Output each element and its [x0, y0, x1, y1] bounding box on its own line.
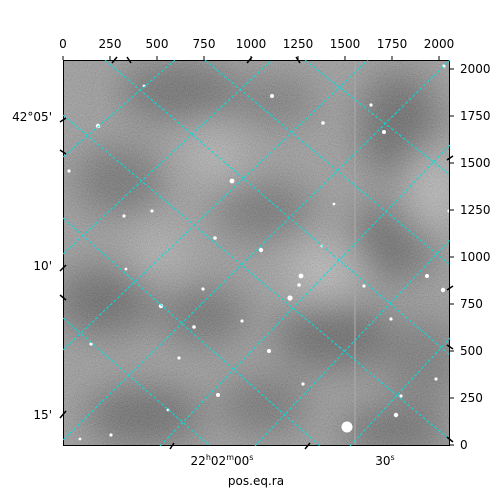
top-tick-label: 2000: [424, 37, 455, 51]
top-tick-label: 1250: [283, 37, 314, 51]
dec-tick: [59, 149, 67, 155]
top-tick-label: 750: [193, 37, 216, 51]
grid-line: [62, 59, 273, 255]
right-tick-label: 1750: [460, 109, 491, 123]
ra-tick-label: 22h02m00s: [191, 453, 254, 468]
dec-tick-label: 15': [33, 408, 52, 422]
ra-tick: [169, 442, 175, 450]
grid-line: [62, 317, 211, 447]
dec-tick: [446, 436, 454, 443]
grid-line: [159, 144, 451, 447]
right-tick-label: 1250: [460, 203, 491, 217]
dec-tick-label: 42°05': [12, 110, 52, 124]
world-ticks: [59, 56, 454, 450]
right-tick-label: 500: [460, 344, 483, 358]
ra-tick-label: 30s: [375, 453, 394, 468]
ra-tick: [126, 56, 132, 64]
image-panel: [63, 60, 450, 446]
dec-tick: [59, 117, 67, 123]
grid-line: [104, 59, 451, 356]
grid-line: [204, 59, 451, 266]
top-tick-label: 1500: [330, 37, 361, 51]
dec-axis-labels: 42°05' 10' 15': [12, 110, 52, 422]
grid-line: [254, 239, 451, 447]
top-tick-label: 250: [99, 37, 122, 51]
x-axis-title: pos.eq.ra: [227, 474, 285, 488]
right-tick-label: 1000: [460, 250, 491, 264]
dec-tick: [59, 410, 67, 419]
grid-line: [62, 217, 321, 447]
grid-line: [62, 59, 369, 351]
grid-line: [349, 337, 451, 447]
dec-tick: [59, 294, 67, 301]
right-tick-label: 0: [460, 438, 468, 452]
right-tick-label: 250: [460, 391, 483, 405]
grid-line: [304, 59, 451, 176]
dec-tick: [446, 344, 454, 350]
top-tick-label: 1750: [377, 37, 408, 51]
right-axis-ticks: [450, 68, 454, 446]
ra-tick: [246, 56, 253, 64]
right-tick-label: 2000: [460, 62, 491, 76]
ra-tick: [304, 442, 311, 450]
dec-tick: [446, 155, 454, 161]
wcs-grid: [62, 59, 451, 447]
right-axis-labels: 0 250 500 750 1000 1250 1500 1750 2000: [460, 62, 491, 452]
top-tick-label: 1000: [236, 37, 267, 51]
grid-line: [62, 59, 176, 158]
sky-image: [64, 61, 449, 445]
top-axis-labels: 0 250 500 750 1000 1250 1500 1750 2000: [59, 37, 454, 51]
dec-tick: [446, 285, 454, 291]
ra-tick: [111, 56, 118, 64]
dec-tick-label: 10': [33, 259, 52, 273]
ra-tick: [295, 56, 301, 64]
top-tick-label: 0: [59, 37, 67, 51]
right-tick-label: 1500: [460, 156, 491, 170]
dec-tick: [59, 264, 67, 272]
right-tick-label: 750: [460, 297, 483, 311]
sensor-noise: [64, 61, 449, 445]
grid-line: [62, 114, 451, 441]
grid-line: [62, 59, 451, 441]
top-tick-label: 500: [146, 37, 169, 51]
